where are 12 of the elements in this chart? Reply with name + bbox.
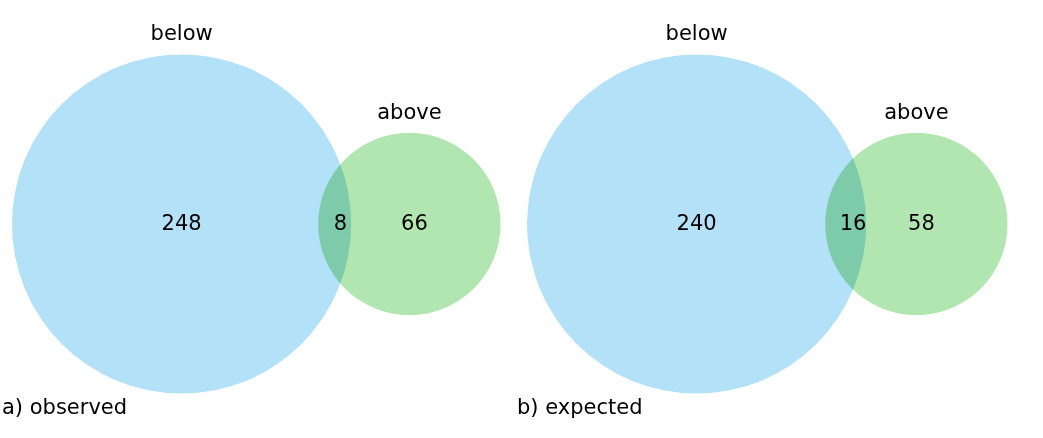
- data-label: 16: [839, 211, 867, 235]
- data-label: 58: [908, 211, 935, 235]
- data-label: 8: [333, 211, 348, 235]
- category-label: above: [377, 99, 442, 124]
- category-label: above: [884, 99, 949, 124]
- text: a) observed: [2, 395, 128, 419]
- text: b) expected: [517, 395, 643, 419]
- data-label: 66: [401, 211, 428, 235]
- data-label: 240: [676, 211, 717, 235]
- data-label: 248: [161, 211, 202, 235]
- category-label: below: [150, 21, 213, 46]
- category-label: below: [665, 21, 728, 46]
